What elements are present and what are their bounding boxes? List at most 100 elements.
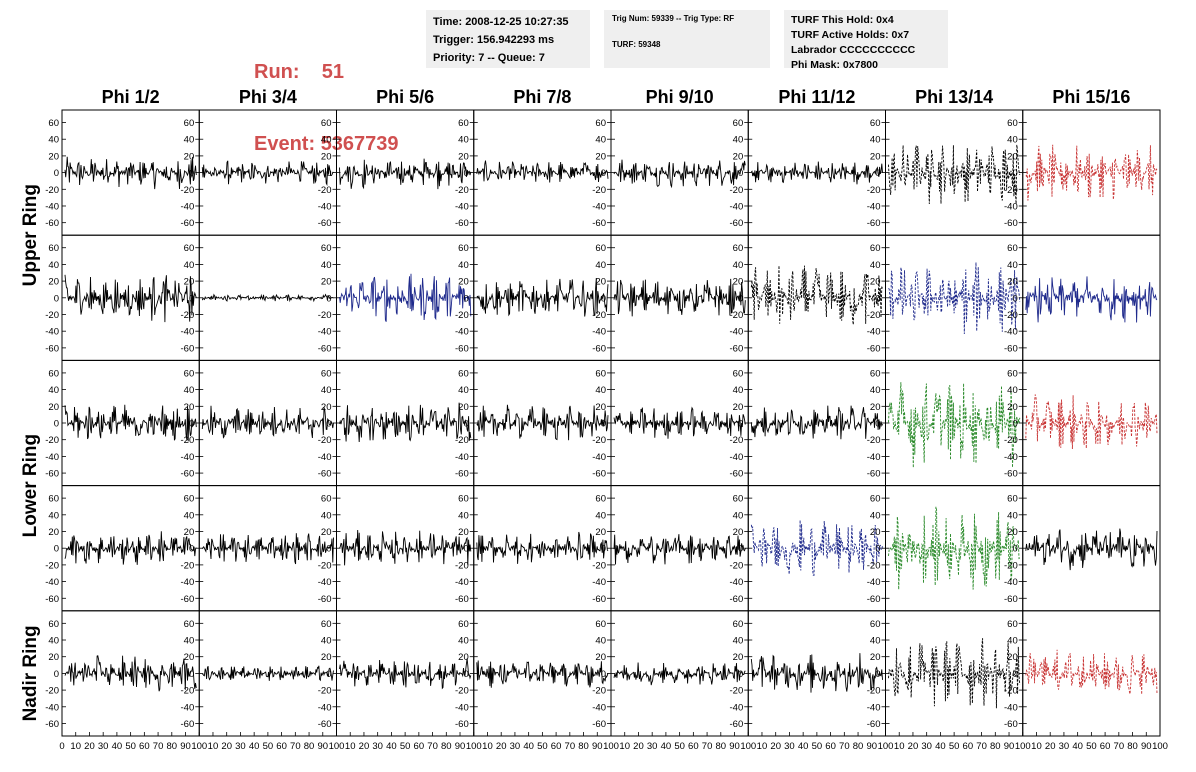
y-tick-label: -20 bbox=[455, 185, 469, 196]
y-tick-label: 60 bbox=[733, 118, 744, 129]
y-tick-label: -20 bbox=[1004, 686, 1018, 697]
y-tick-label: -20 bbox=[45, 310, 59, 321]
waveform-trace bbox=[476, 660, 609, 688]
y-tick-label: 0 bbox=[1012, 293, 1017, 304]
waveform-trace bbox=[613, 662, 746, 686]
y-tick-label: 0 bbox=[601, 293, 606, 304]
y-tick-label: -20 bbox=[867, 185, 881, 196]
x-tick-label: 40 bbox=[661, 741, 672, 752]
y-tick-label: -20 bbox=[867, 310, 881, 321]
y-tick-label: 60 bbox=[321, 243, 332, 254]
y-tick-label: -60 bbox=[181, 594, 195, 605]
y-tick-label: 40 bbox=[1007, 385, 1018, 396]
y-tick-label: 60 bbox=[595, 118, 606, 129]
y-tick-label: 40 bbox=[184, 260, 195, 271]
y-tick-label: 40 bbox=[870, 135, 881, 146]
y-tick-label: 20 bbox=[595, 652, 606, 663]
waveform-trace bbox=[888, 506, 1021, 590]
y-tick-label: -40 bbox=[592, 327, 606, 338]
y-tick-label: 0 bbox=[54, 293, 59, 304]
y-tick-label: 40 bbox=[458, 260, 469, 271]
x-tick-label: 20 bbox=[770, 741, 781, 752]
y-tick-label: 60 bbox=[733, 494, 744, 505]
y-tick-label: 0 bbox=[189, 544, 194, 555]
y-tick-label: 60 bbox=[870, 619, 881, 630]
y-tick-label: 0 bbox=[463, 168, 468, 179]
y-tick-label: 60 bbox=[1007, 368, 1018, 379]
y-tick-label: 0 bbox=[738, 419, 743, 430]
run-line: Run: 51 bbox=[254, 60, 399, 84]
y-tick-label: -60 bbox=[592, 594, 606, 605]
y-tick-label: -40 bbox=[45, 577, 59, 588]
y-tick-label: -40 bbox=[181, 452, 195, 463]
y-tick-label: 20 bbox=[733, 402, 744, 413]
y-tick-label: 0 bbox=[463, 419, 468, 430]
y-tick-label: 60 bbox=[733, 243, 744, 254]
y-tick-label: 60 bbox=[458, 619, 469, 630]
time-info-box: Time: 2008-12-25 10:27:35 Trigger: 156.9… bbox=[426, 10, 590, 68]
x-tick-label: 70 bbox=[1114, 741, 1125, 752]
y-tick-label: 40 bbox=[48, 260, 59, 271]
y-tick-label: -60 bbox=[592, 469, 606, 480]
waveform-trace bbox=[201, 533, 334, 565]
waveform-trace bbox=[64, 655, 197, 692]
x-tick-label: 30 bbox=[372, 741, 383, 752]
y-tick-label: -40 bbox=[730, 201, 744, 212]
y-tick-label: 0 bbox=[463, 544, 468, 555]
x-tick-label: 20 bbox=[496, 741, 507, 752]
y-tick-label: 20 bbox=[458, 277, 469, 288]
y-tick-label: 60 bbox=[870, 368, 881, 379]
x-tick-label: 90 bbox=[592, 741, 603, 752]
waveform-trace bbox=[202, 665, 334, 682]
y-tick-label: 0 bbox=[189, 669, 194, 680]
y-tick-label: -40 bbox=[867, 577, 881, 588]
x-tick-label: 20 bbox=[359, 741, 370, 752]
x-tick-label: 80 bbox=[304, 741, 315, 752]
x-tick-label: 10 bbox=[345, 741, 356, 752]
column-header: Phi 13/14 bbox=[915, 87, 993, 107]
y-tick-label: 20 bbox=[48, 652, 59, 663]
y-tick-label: 60 bbox=[321, 619, 332, 630]
x-tick-label: 30 bbox=[98, 741, 109, 752]
y-tick-label: 40 bbox=[1007, 260, 1018, 271]
x-tick-label: 50 bbox=[400, 741, 411, 752]
x-tick-label: 90 bbox=[1004, 741, 1015, 752]
y-tick-label: 40 bbox=[321, 260, 332, 271]
y-tick-label: 0 bbox=[189, 419, 194, 430]
y-tick-label: 40 bbox=[1007, 636, 1018, 647]
y-tick-label: 20 bbox=[870, 277, 881, 288]
y-tick-label: 40 bbox=[184, 135, 195, 146]
waveform-trace bbox=[476, 531, 609, 564]
waveform-trace bbox=[888, 638, 1021, 709]
y-tick-label: 40 bbox=[1007, 135, 1018, 146]
x-tick-label: 40 bbox=[935, 741, 946, 752]
y-tick-label: 0 bbox=[875, 293, 880, 304]
y-tick-label: 0 bbox=[1012, 669, 1017, 680]
x-tick-label: 80 bbox=[441, 741, 452, 752]
y-tick-label: -40 bbox=[730, 577, 744, 588]
y-tick-label: -40 bbox=[455, 201, 469, 212]
y-tick-label: 20 bbox=[48, 527, 59, 538]
x-tick-label: 50 bbox=[1086, 741, 1097, 752]
y-tick-label: 60 bbox=[1007, 118, 1018, 129]
x-tick-label: 90 bbox=[729, 741, 740, 752]
waveform-trace bbox=[613, 406, 746, 439]
y-tick-label: -20 bbox=[45, 185, 59, 196]
y-tick-label: -20 bbox=[1004, 560, 1018, 571]
y-tick-label: -60 bbox=[318, 218, 332, 229]
y-tick-label: 60 bbox=[458, 494, 469, 505]
y-tick-label: -60 bbox=[730, 594, 744, 605]
y-tick-label: 20 bbox=[184, 652, 195, 663]
y-tick-label: -40 bbox=[592, 201, 606, 212]
x-tick-label: 40 bbox=[1072, 741, 1083, 752]
y-tick-label: 40 bbox=[184, 510, 195, 521]
x-tick-label: 90 bbox=[317, 741, 328, 752]
column-header: Phi 1/2 bbox=[102, 87, 160, 107]
y-tick-label: 20 bbox=[733, 151, 744, 162]
y-tick-label: 20 bbox=[733, 652, 744, 663]
y-tick-label: -60 bbox=[318, 719, 332, 730]
y-tick-label: 60 bbox=[184, 243, 195, 254]
y-tick-label: 40 bbox=[321, 385, 332, 396]
x-tick-label: 80 bbox=[578, 741, 589, 752]
